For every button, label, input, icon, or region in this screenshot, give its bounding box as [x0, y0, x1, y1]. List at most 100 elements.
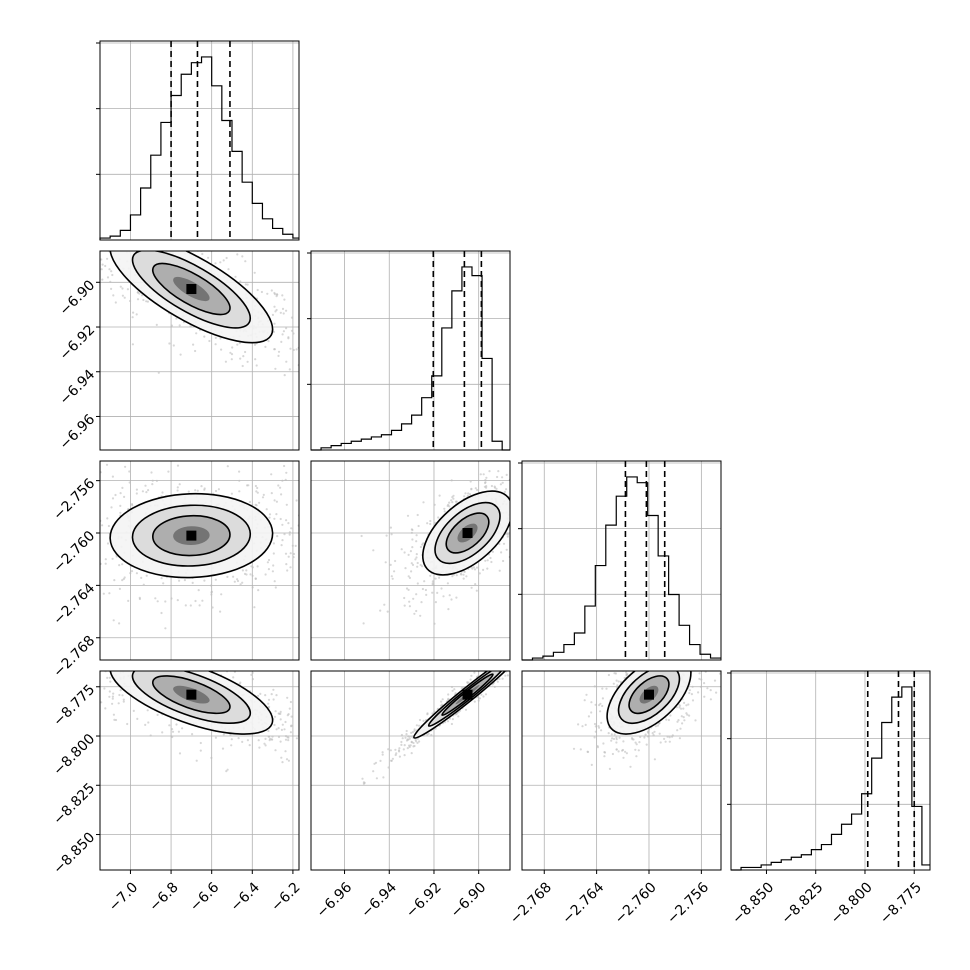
- scatter-point: [447, 608, 450, 611]
- scatter-point: [665, 639, 667, 641]
- scatter-point: [121, 694, 124, 697]
- scatter-point: [672, 656, 674, 658]
- scatter-point: [406, 738, 409, 741]
- scatter-point: [688, 661, 690, 663]
- scatter-point: [599, 710, 602, 713]
- scatter-point: [175, 663, 177, 665]
- scatter-point: [178, 752, 182, 755]
- scatter-point: [178, 324, 181, 327]
- scatter-point: [272, 552, 275, 555]
- scatter-point: [693, 634, 695, 636]
- scatter-point: [63, 230, 65, 232]
- scatter-point: [447, 697, 450, 701]
- scatter-point: [83, 522, 85, 524]
- scatter-point: [157, 371, 160, 374]
- scatter-point: [292, 556, 295, 559]
- scatter-point: [337, 745, 339, 747]
- scatter-point: [707, 646, 709, 648]
- scatter-point: [639, 735, 642, 739]
- scatter-point: [502, 655, 504, 657]
- scatter-point: [304, 572, 306, 574]
- scatter-point: [154, 208, 156, 210]
- scatter-point: [300, 551, 302, 553]
- scatter-point: [613, 733, 616, 736]
- scatter-point: [506, 663, 508, 665]
- scatter-point: [649, 649, 651, 651]
- scatter-point: [506, 655, 508, 657]
- scatter-point: [638, 668, 640, 670]
- scatter-point: [63, 534, 65, 536]
- scatter-point: [132, 311, 135, 314]
- scatter-point: [268, 705, 271, 708]
- scatter-point: [265, 508, 268, 511]
- x-tick-label: −6.4: [228, 879, 263, 914]
- scatter-point: [516, 532, 518, 534]
- scatter-point: [230, 744, 233, 747]
- scatter-point: [502, 665, 504, 667]
- scatter-point: [658, 732, 661, 735]
- scatter-point: [381, 751, 384, 754]
- scatter-point: [147, 489, 150, 492]
- scatter-point: [552, 629, 554, 631]
- scatter-point: [532, 498, 534, 500]
- scatter-point: [540, 631, 542, 633]
- scatter-point: [698, 677, 701, 681]
- x-tick-label: −6.90: [448, 879, 490, 921]
- scatter-point: [122, 700, 125, 703]
- scatter-point: [156, 652, 158, 654]
- scatter-point: [646, 730, 650, 734]
- scatter-point: [232, 575, 235, 578]
- scatter-point: [601, 697, 605, 700]
- scatter-point: [615, 736, 618, 739]
- scatter-point: [102, 667, 104, 669]
- scatter-point: [320, 559, 322, 561]
- scatter-point: [121, 664, 123, 666]
- scatter-point: [663, 663, 665, 665]
- scatter-point: [168, 241, 170, 243]
- scatter-point: [108, 268, 111, 271]
- scatter-point: [147, 247, 149, 249]
- scatter-point: [345, 414, 347, 416]
- scatter-point: [509, 662, 511, 664]
- scatter-point: [147, 241, 149, 243]
- scatter-point: [608, 767, 612, 771]
- scatter-point: [249, 573, 252, 576]
- scatter-point: [230, 353, 234, 356]
- scatter-point: [656, 724, 660, 727]
- scatter-point: [410, 735, 413, 738]
- scatter-point: [290, 329, 294, 332]
- scatter-point: [666, 735, 669, 738]
- scatter-point: [389, 526, 392, 529]
- scatter-point: [139, 663, 141, 665]
- scatter-point: [130, 503, 134, 506]
- scatter-point: [408, 744, 411, 747]
- scatter-point: [168, 342, 171, 345]
- scatter-point: [415, 593, 418, 596]
- scatter-point: [540, 624, 542, 626]
- scatter-point: [703, 663, 705, 665]
- scatter-point: [533, 648, 535, 650]
- scatter-point: [615, 741, 618, 744]
- scatter-point: [483, 668, 485, 670]
- scatter-point: [407, 553, 410, 557]
- scatter-point: [168, 724, 171, 727]
- scatter-point: [104, 625, 106, 627]
- scatter-point: [121, 486, 124, 489]
- scatter-point: [530, 640, 532, 642]
- scatter-point: [668, 632, 670, 634]
- scatter-point: [422, 719, 425, 723]
- scatter-point: [503, 490, 506, 493]
- scatter-point: [639, 652, 641, 654]
- scatter-point: [504, 674, 507, 677]
- scatter-point: [465, 575, 468, 578]
- scatter-point: [406, 747, 409, 750]
- scatter-point: [146, 663, 148, 665]
- scatter-point: [676, 729, 679, 732]
- scatter-point: [505, 649, 507, 651]
- scatter-point: [455, 574, 458, 577]
- scatter-point: [145, 574, 148, 577]
- scatter-point: [237, 651, 239, 653]
- scatter-point: [472, 566, 475, 569]
- scatter-point: [679, 656, 681, 658]
- scatter-point: [430, 733, 433, 737]
